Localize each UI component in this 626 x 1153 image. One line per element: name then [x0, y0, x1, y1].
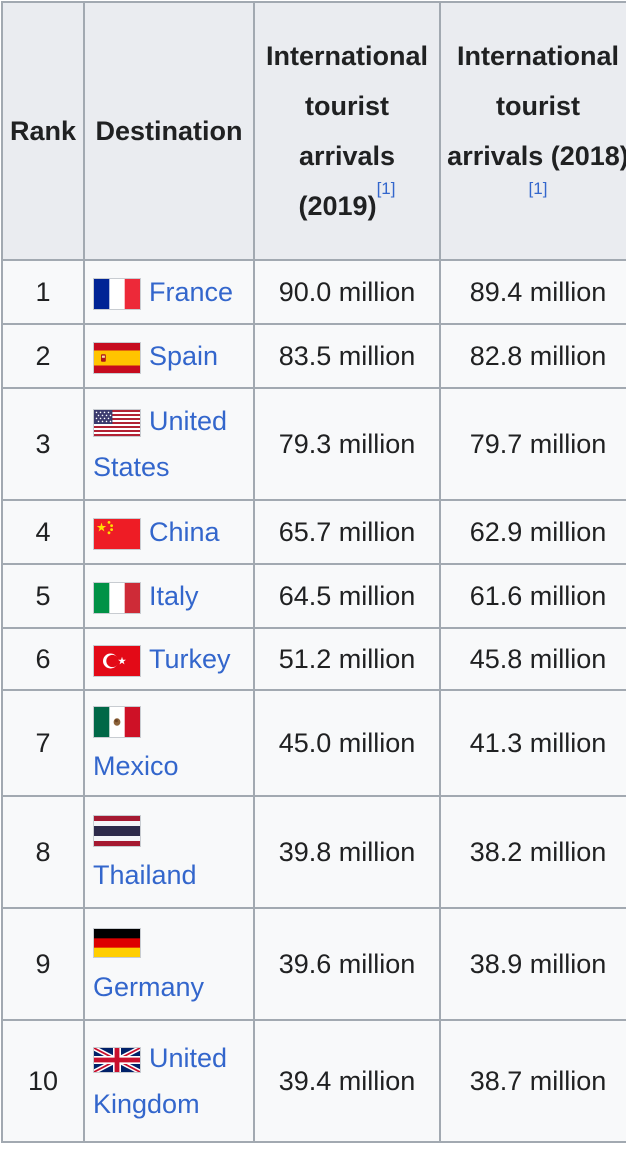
arrivals-2018-cell: 89.4 million	[439, 259, 626, 325]
country-link-united-states[interactable]: United States	[93, 406, 227, 482]
country-link-france[interactable]: France	[149, 277, 233, 307]
country-link-china[interactable]: China	[149, 517, 220, 547]
destination-cell: Mexico	[83, 689, 255, 797]
arrivals-2018-cell: 82.8 million	[439, 323, 626, 389]
arrivals-2019-cell: 51.2 million	[253, 627, 441, 691]
table-row: 1 France 90.0 million 89.4 million	[1, 259, 626, 325]
destination-cell: United States	[83, 387, 255, 501]
spain-flag-icon[interactable]	[93, 341, 141, 374]
united-states-flag-icon[interactable]	[93, 408, 141, 437]
arrivals-2019-cell: 90.0 million	[253, 259, 441, 325]
rank-cell: 4	[1, 499, 85, 565]
country-name: Italy	[149, 581, 199, 611]
mexico-flag-icon[interactable]	[93, 705, 141, 738]
arrivals-2019-header: International tourist arrivals (2019)[1]	[253, 1, 441, 261]
united-kingdom-flag-icon[interactable]	[93, 1046, 141, 1073]
arrivals-2019-cell: 64.5 million	[253, 563, 441, 629]
reference-sup: [1]	[529, 179, 548, 198]
country-link-turkey[interactable]: Turkey	[149, 644, 231, 674]
destination-cell: Turkey	[83, 627, 255, 691]
destination-cell: France	[83, 259, 255, 325]
arrivals-2019-cell: 45.0 million	[253, 689, 441, 797]
france-flag-icon[interactable]	[93, 277, 141, 310]
china-flag-icon[interactable]	[93, 517, 141, 550]
arrivals-2018-cell: 79.7 million	[439, 387, 626, 501]
table-row: 5 Italy 64.5 million 61.6 million	[1, 563, 626, 629]
germany-flag-icon[interactable]	[93, 927, 141, 958]
rank-header: Rank	[1, 1, 85, 261]
arrivals-2019-cell: 39.8 million	[253, 795, 441, 909]
country-name: Germany	[93, 972, 205, 1002]
reference-link[interactable]: [1]	[528, 179, 548, 198]
destination-cell: China	[83, 499, 255, 565]
arrivals-2018-cell: 38.9 million	[439, 907, 626, 1021]
country-link-italy[interactable]: Italy	[149, 581, 199, 611]
rank-cell: 2	[1, 323, 85, 389]
reference-link[interactable]: [1]	[376, 179, 396, 198]
arrivals-2019-cell: 39.4 million	[253, 1019, 441, 1143]
country-link-germany[interactable]: Germany	[93, 972, 204, 1002]
rank-cell: 7	[1, 689, 85, 797]
table-row: 2 Spain 83.5 million 82.8 million	[1, 323, 626, 389]
table-row: 3 United States 79.3 million 79.7 million	[1, 387, 626, 501]
country-link-united-kingdom[interactable]: United Kingdom	[93, 1043, 227, 1119]
rank-cell: 5	[1, 563, 85, 629]
table-row: 6 Turkey 51.2 million 45.8 million	[1, 627, 626, 691]
arrivals-2019-cell: 39.6 million	[253, 907, 441, 1021]
table-row: 8 Thailand 39.8 million 38.2 million	[1, 795, 626, 909]
reference-sup: [1]	[377, 179, 396, 198]
country-link-thailand[interactable]: Thailand	[93, 860, 197, 890]
country-name: Spain	[149, 341, 219, 371]
arrivals-2018-cell: 45.8 million	[439, 627, 626, 691]
arrivals-2018-cell: 38.7 million	[439, 1019, 626, 1143]
header-row: Rank Destination International tourist a…	[1, 1, 626, 261]
country-name: United	[149, 406, 228, 436]
arrivals-2019-cell: 65.7 million	[253, 499, 441, 565]
arrivals-2019-cell: 79.3 million	[253, 387, 441, 501]
arrivals-2018-header-label: International tourist arrivals (2018)	[447, 41, 626, 171]
country-link-mexico[interactable]: Mexico	[93, 751, 179, 781]
country-link-spain[interactable]: Spain	[149, 341, 218, 371]
country-name: United	[149, 1043, 228, 1073]
table-row: 7 Mexico 45.0 million 41.3 million	[1, 689, 626, 797]
thailand-flag-icon[interactable]	[93, 814, 141, 847]
rank-cell: 1	[1, 259, 85, 325]
rank-cell: 9	[1, 907, 85, 1021]
country-name: France	[149, 277, 234, 307]
destination-cell: Germany	[83, 907, 255, 1021]
country-name: Mexico	[93, 751, 179, 781]
destination-cell: Thailand	[83, 795, 255, 909]
table-row: 10 United Kingdom 39.4 million 38.7 milli…	[1, 1019, 626, 1143]
country-name: Kingdom	[93, 1089, 200, 1119]
table-row: 4 China 65.7 million 62.9 million	[1, 499, 626, 565]
table-row: 9 Germany 39.6 million 38.9 million	[1, 907, 626, 1021]
rank-cell: 8	[1, 795, 85, 909]
country-name: States	[93, 452, 170, 482]
turkey-flag-icon[interactable]	[93, 644, 141, 677]
arrivals-2018-header: International tourist arrivals (2018) [1]	[439, 1, 626, 261]
italy-flag-icon[interactable]	[93, 581, 141, 614]
destination-cell: Spain	[83, 323, 255, 389]
rank-cell: 3	[1, 387, 85, 501]
destination-header: Destination	[83, 1, 255, 261]
destination-cell: Italy	[83, 563, 255, 629]
country-name: Thailand	[93, 860, 197, 890]
country-name: China	[149, 517, 220, 547]
rank-cell: 10	[1, 1019, 85, 1143]
arrivals-2019-header-label: International tourist arrivals (2019)	[265, 41, 428, 221]
rank-cell: 6	[1, 627, 85, 691]
arrivals-2018-cell: 41.3 million	[439, 689, 626, 797]
arrivals-2019-cell: 83.5 million	[253, 323, 441, 389]
country-name: Turkey	[149, 644, 231, 674]
arrivals-2018-cell: 61.6 million	[439, 563, 626, 629]
arrivals-2018-cell: 38.2 million	[439, 795, 626, 909]
arrivals-2018-cell: 62.9 million	[439, 499, 626, 565]
destination-cell: United Kingdom	[83, 1019, 255, 1143]
